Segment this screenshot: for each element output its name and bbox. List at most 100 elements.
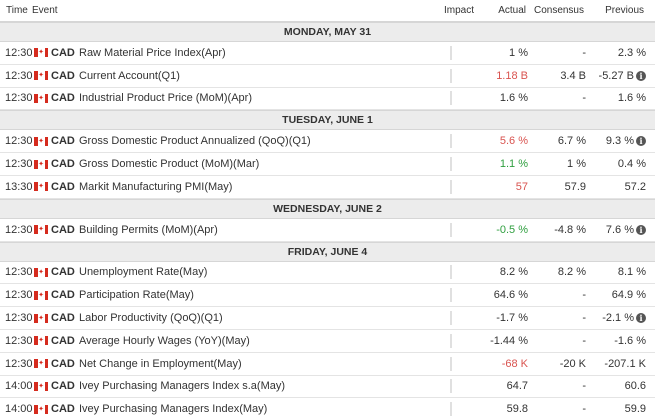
event-consensus: -4.8 %: [554, 223, 586, 236]
event-consensus: -: [582, 334, 586, 347]
day-header: MONDAY, MAY 31: [0, 22, 655, 42]
canada-flag-icon: ✦: [34, 404, 48, 414]
event-previous: -5.27 B: [598, 69, 634, 82]
event-name[interactable]: Ivey Purchasing Managers Index(May): [79, 403, 268, 416]
event-name[interactable]: Labor Productivity (QoQ)(Q1): [79, 312, 223, 325]
info-icon[interactable]: i: [636, 224, 646, 235]
event-consensus: 3.4 B: [560, 69, 586, 82]
event-name[interactable]: Unemployment Rate(May): [79, 266, 208, 279]
table-row[interactable]: 13:30 ✦ CAD Markit Manufacturing PMI(May…: [0, 175, 655, 199]
event-time: 12:30: [5, 92, 33, 105]
event-time: 13:30: [5, 180, 33, 193]
canada-flag-icon: ✦: [34, 359, 48, 369]
event-name[interactable]: Building Permits (MoM)(Apr): [79, 223, 218, 236]
canada-flag-icon: ✦: [34, 381, 48, 391]
event-consensus: -: [582, 312, 586, 325]
event-name[interactable]: Current Account(Q1): [79, 69, 180, 82]
canada-flag-icon: ✦: [34, 225, 48, 235]
calendar-body: MONDAY, MAY 31 12:30 ✦ CAD Raw Material …: [0, 22, 655, 417]
event-currency: CAD: [51, 266, 75, 279]
impact-indicator: [446, 157, 486, 172]
event-previous-cell: -2.1 % i: [586, 312, 650, 324]
event-actual: 1.18 B: [496, 69, 528, 82]
header-impact: Impact: [444, 5, 475, 16]
event-currency: CAD: [51, 289, 75, 302]
event-time: 12:30: [5, 357, 33, 370]
header-previous: Previous: [605, 5, 644, 16]
event-actual: -0.5 %: [496, 223, 528, 236]
event-name[interactable]: Average Hourly Wages (YoY)(May): [79, 334, 250, 347]
event-consensus: -: [582, 92, 586, 105]
event-previous-cell: 57.2: [586, 181, 650, 193]
event-name[interactable]: Raw Material Price Index(Apr): [79, 46, 226, 59]
table-row[interactable]: 14:00 ✦ CAD Ivey Purchasing Managers Ind…: [0, 398, 655, 417]
event-previous-cell: 1.6 %: [586, 92, 650, 104]
canada-flag-icon: ✦: [34, 71, 48, 81]
event-name[interactable]: Participation Rate(May): [79, 289, 194, 302]
canada-flag-icon: ✦: [34, 48, 48, 58]
impact-indicator: [446, 311, 486, 326]
table-row[interactable]: 12:30 ✦ CAD Unemployment Rate(May) 8.2 %…: [0, 261, 655, 285]
table-row[interactable]: 12:30 ✦ CAD Labor Productivity (QoQ)(Q1)…: [0, 307, 655, 330]
event-name[interactable]: Ivey Purchasing Managers Index s.a(May): [79, 380, 286, 393]
event-consensus: -20 K: [559, 357, 586, 370]
event-currency: CAD: [51, 357, 75, 370]
event-name[interactable]: Gross Domestic Product Annualized (QoQ)(…: [79, 135, 311, 148]
table-row[interactable]: 12:30 ✦ CAD Building Permits (MoM)(Apr) …: [0, 218, 655, 242]
impact-indicator: [446, 91, 486, 106]
event-consensus: -: [582, 403, 586, 416]
table-row[interactable]: 12:30 ✦ CAD Industrial Product Price (Mo…: [0, 87, 655, 111]
table-row[interactable]: 12:30 ✦ CAD Current Account(Q1) 1.18 B 3…: [0, 64, 655, 88]
table-row[interactable]: 12:30 ✦ CAD Net Change in Employment(May…: [0, 352, 655, 376]
event-name[interactable]: Gross Domestic Product (MoM)(Mar): [79, 158, 260, 171]
impact-indicator: [446, 402, 486, 417]
event-previous: 59.9: [624, 403, 646, 416]
table-row[interactable]: 12:30 ✦ CAD Gross Domestic Product (MoM)…: [0, 153, 655, 176]
event-currency: CAD: [51, 69, 75, 82]
event-currency: CAD: [51, 46, 75, 59]
event-currency: CAD: [51, 334, 75, 347]
event-previous-cell: 7.6 % i: [586, 224, 650, 236]
event-name[interactable]: Net Change in Employment(May): [79, 357, 242, 370]
table-row[interactable]: 12:30 ✦ CAD Participation Rate(May) 64.6…: [0, 284, 655, 308]
info-icon[interactable]: i: [636, 136, 646, 147]
event-previous: 8.1 %: [617, 266, 646, 279]
event-previous-cell: 0.4 %: [586, 158, 650, 170]
event-previous-cell: 8.1 %: [586, 266, 650, 278]
impact-indicator: [446, 288, 486, 303]
table-row[interactable]: 12:30 ✦ CAD Gross Domestic Product Annua…: [0, 130, 655, 154]
event-actual: 1.1 %: [499, 158, 528, 171]
event-time: 12:30: [5, 158, 33, 171]
event-consensus: 1 %: [567, 158, 586, 171]
info-icon[interactable]: i: [636, 70, 646, 81]
event-time: 12:30: [5, 135, 33, 148]
event-time: 12:30: [5, 334, 33, 347]
event-previous: -1.6 %: [614, 334, 646, 347]
event-consensus: -: [582, 46, 586, 59]
info-icon[interactable]: i: [636, 313, 646, 324]
canada-flag-icon: ✦: [34, 159, 48, 169]
header-time: Time: [6, 5, 28, 16]
event-actual: 64.6 %: [493, 289, 528, 302]
event-previous-cell: 9.3 % i: [586, 135, 650, 147]
event-name[interactable]: Industrial Product Price (MoM)(Apr): [79, 92, 252, 105]
table-row[interactable]: 12:30 ✦ CAD Raw Material Price Index(Apr…: [0, 42, 655, 65]
event-consensus: -: [582, 380, 586, 393]
event-previous-cell: 60.6: [586, 380, 650, 392]
impact-indicator: [446, 222, 486, 237]
table-row[interactable]: 12:30 ✦ CAD Average Hourly Wages (YoY)(M…: [0, 329, 655, 353]
impact-indicator: [446, 379, 486, 394]
event-previous-cell: 59.9: [586, 403, 650, 415]
event-currency: CAD: [51, 180, 75, 193]
event-name[interactable]: Markit Manufacturing PMI(May): [79, 180, 233, 193]
canada-flag-icon: ✦: [34, 267, 48, 277]
event-consensus: -: [582, 289, 586, 302]
event-time: 14:00: [5, 380, 33, 393]
header-event: Event: [32, 5, 58, 16]
event-currency: CAD: [51, 312, 75, 325]
day-header: FRIDAY, JUNE 4: [0, 241, 655, 262]
canada-flag-icon: ✦: [34, 182, 48, 192]
table-row[interactable]: 14:00 ✦ CAD Ivey Purchasing Managers Ind…: [0, 375, 655, 399]
